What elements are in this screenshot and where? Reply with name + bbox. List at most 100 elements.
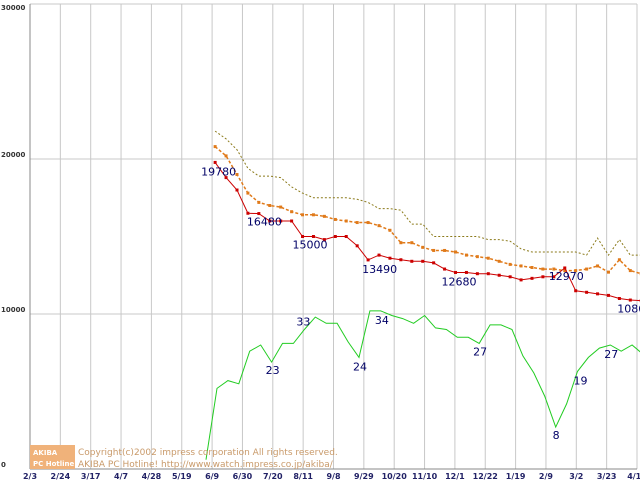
x-tick-label: 11/10 bbox=[412, 472, 438, 480]
price-low-point bbox=[290, 219, 294, 223]
price-avg-point bbox=[224, 154, 228, 158]
price-avg-point bbox=[443, 248, 447, 252]
price-low-point bbox=[344, 235, 348, 238]
price-avg-point bbox=[268, 204, 272, 207]
price-avg-point bbox=[279, 205, 283, 209]
price-low-solid-line bbox=[214, 162, 640, 302]
chart-axis-ticks: 0 10000 20000 30000 2/3 2/24 3/17 4/7 4/28 5/19 6/… bbox=[1, 4, 640, 480]
price-avg-point bbox=[454, 250, 458, 254]
y-tick-label: 30000 bbox=[1, 4, 25, 12]
y-tick-label: 0 bbox=[1, 461, 6, 469]
x-tick-label: 12/1 bbox=[445, 472, 465, 480]
data-label: 19780 bbox=[201, 165, 236, 178]
data-label: 27 bbox=[473, 345, 487, 358]
y-tick-label: 20000 bbox=[1, 151, 25, 159]
data-label: 27 bbox=[604, 348, 618, 361]
price-low-point bbox=[432, 261, 436, 265]
price-avg-point bbox=[344, 219, 348, 223]
price-low-point bbox=[585, 290, 589, 294]
price-avg-point bbox=[497, 259, 501, 263]
price-avg-point bbox=[617, 258, 621, 262]
akiba-logo-box bbox=[30, 445, 75, 469]
price-avg-point bbox=[366, 221, 370, 225]
price-avg-point bbox=[464, 253, 468, 257]
price-avg-point bbox=[388, 228, 392, 232]
data-label: 19 bbox=[574, 374, 588, 387]
price-avg-point bbox=[606, 270, 610, 274]
price-avg-point bbox=[355, 221, 359, 225]
price-low-point bbox=[475, 272, 479, 276]
x-tick-label: 8/11 bbox=[293, 472, 313, 480]
data-label: 15000 bbox=[293, 239, 328, 252]
price-avg-point bbox=[399, 241, 403, 245]
price-low-point bbox=[377, 253, 381, 257]
price-low-point bbox=[224, 176, 228, 180]
price-avg-point bbox=[333, 217, 337, 221]
site-url-text: AKIBA PC Hotline! http://www.watch.impre… bbox=[78, 460, 334, 470]
x-tick-label: 10/20 bbox=[382, 472, 408, 480]
data-label: 24 bbox=[353, 360, 367, 373]
price-low-point bbox=[596, 292, 600, 296]
x-tick-label: 4/7 bbox=[114, 472, 128, 480]
price-avg-point bbox=[519, 264, 523, 268]
price-avg-point bbox=[486, 256, 490, 260]
price-low-point bbox=[606, 293, 610, 297]
akiba-logo-top: AKIBA bbox=[33, 449, 58, 457]
price-low-point bbox=[410, 259, 414, 263]
data-label: 16480 bbox=[247, 216, 282, 229]
price-low-point bbox=[508, 275, 512, 279]
price-low-point bbox=[279, 219, 283, 223]
price-avg-point bbox=[628, 269, 632, 273]
watermark: AKIBA PC Hotline! Copyright(c)2002 impre… bbox=[30, 445, 338, 470]
x-tick-label: 3/2 bbox=[569, 472, 583, 480]
x-tick-label: 6/9 bbox=[205, 472, 219, 480]
price-avg-point bbox=[322, 214, 326, 218]
x-tick-label: 12/22 bbox=[473, 472, 498, 480]
x-tick-label: 3/23 bbox=[597, 472, 617, 480]
price-low-point bbox=[213, 160, 217, 164]
price-avg-point bbox=[235, 173, 239, 176]
price-avg-point bbox=[246, 191, 250, 195]
data-label: 12970 bbox=[549, 270, 584, 283]
price-avg-point bbox=[301, 213, 305, 217]
data-label: 23 bbox=[266, 364, 280, 377]
x-tick-label: 2/9 bbox=[539, 472, 553, 480]
price-avg-point bbox=[257, 200, 261, 204]
price-low-point bbox=[486, 272, 490, 276]
price-low-point bbox=[311, 235, 315, 238]
data-label: 34 bbox=[375, 314, 389, 327]
data-label: 13490 bbox=[362, 263, 397, 276]
price-low-point bbox=[235, 188, 239, 192]
price-avg-point bbox=[432, 248, 436, 252]
price-avg-point bbox=[213, 145, 217, 149]
data-label: 12680 bbox=[442, 275, 477, 288]
price-low-point bbox=[628, 298, 632, 302]
price-low-point bbox=[574, 289, 578, 293]
x-tick-label: 4/28 bbox=[142, 472, 162, 480]
price-low-point bbox=[563, 266, 567, 270]
chart-data-labels: 1978016480150001349012680129701086010199… bbox=[201, 165, 640, 442]
x-tick-label: 6/30 bbox=[233, 472, 253, 480]
price-low-point bbox=[268, 219, 272, 223]
chart-series bbox=[205, 130, 640, 460]
price-avg-point bbox=[541, 267, 545, 271]
price-low-point bbox=[399, 258, 403, 262]
x-tick-label: 9/8 bbox=[326, 472, 340, 480]
price-low-point bbox=[421, 259, 425, 263]
x-tick-label: 5/19 bbox=[172, 472, 192, 480]
x-tick-label: 7/20 bbox=[263, 472, 283, 480]
price-low-point bbox=[617, 297, 621, 300]
x-tick-label: 9/29 bbox=[354, 472, 374, 480]
price-low-point bbox=[355, 244, 359, 248]
price-low-point bbox=[366, 258, 370, 262]
price-avg-point bbox=[530, 266, 534, 269]
price-low-point bbox=[464, 270, 468, 274]
price-low-point bbox=[454, 270, 458, 274]
price-avg-point bbox=[596, 264, 600, 268]
x-tick-label: 3/17 bbox=[81, 472, 101, 480]
price-low-point bbox=[322, 238, 326, 242]
price-avg-point bbox=[410, 241, 414, 245]
price-avg-point bbox=[585, 267, 589, 271]
copyright-text: Copyright(c)2002 impress corporation All… bbox=[78, 448, 338, 458]
